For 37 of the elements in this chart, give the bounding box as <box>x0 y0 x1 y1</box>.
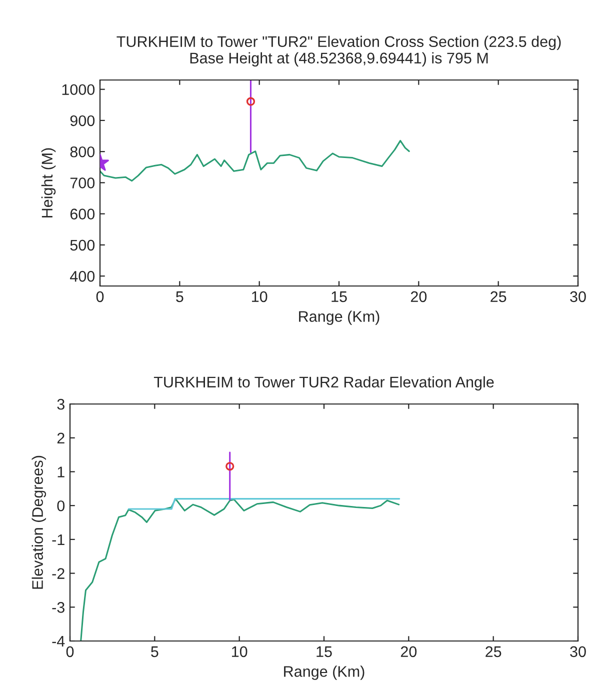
x-tick-label: 10 <box>252 291 268 302</box>
y-tick-label: 500 <box>70 240 95 251</box>
chart-subtitle: Base Height at (48.52368,9.69441) is 795 M <box>190 52 488 67</box>
y-tick-label: 400 <box>70 270 95 282</box>
y-tick-label: -1 <box>52 534 64 545</box>
y-tick-label: 2 <box>57 432 64 444</box>
x-tick-label: 10 <box>232 646 248 658</box>
y-tick-label: 800 <box>70 146 95 158</box>
x-axis-title: Range (Km) <box>284 666 364 680</box>
y-tick-label: 900 <box>70 115 95 126</box>
line-series <box>100 140 410 182</box>
x-tick-label: 5 <box>151 646 158 658</box>
x-tick-label: 30 <box>570 646 586 658</box>
y-tick-label: 3 <box>57 398 64 410</box>
x-tick-label: 15 <box>316 646 332 658</box>
y-tick-label: -3 <box>52 602 64 613</box>
y-tick-label: 1 <box>58 466 64 478</box>
x-axis-title: Range (Km) <box>299 310 380 325</box>
x-tick-label: 15 <box>332 291 347 302</box>
x-tick-label: 30 <box>570 291 586 302</box>
y-axis-title: Height (M) <box>41 148 56 218</box>
y-tick-label: 0 <box>57 500 65 512</box>
x-tick-label: 0 <box>96 291 104 302</box>
y-axis-title: Elevation (Degrees) <box>32 456 46 589</box>
y-tick-label: -4 <box>52 636 65 647</box>
chart-title: TURKHEIM to Tower TUR2 Radar Elevation Angle <box>154 376 494 391</box>
x-tick-label: 25 <box>490 291 506 302</box>
y-tick-label: -2 <box>52 568 64 579</box>
x-tick-label: 20 <box>400 646 417 658</box>
x-tick-label: 25 <box>486 646 502 658</box>
line-series <box>80 498 400 641</box>
chart-title: TURKHEIM to Tower "TUR2" Elevation Cross Section (223.5 deg) <box>116 36 561 50</box>
y-tick-label: 1000 <box>62 84 95 96</box>
x-tick-label: 20 <box>410 291 427 302</box>
x-tick-label: 5 <box>176 291 184 302</box>
y-tick-label: 600 <box>70 208 95 220</box>
y-tick-label: 700 <box>70 178 95 188</box>
